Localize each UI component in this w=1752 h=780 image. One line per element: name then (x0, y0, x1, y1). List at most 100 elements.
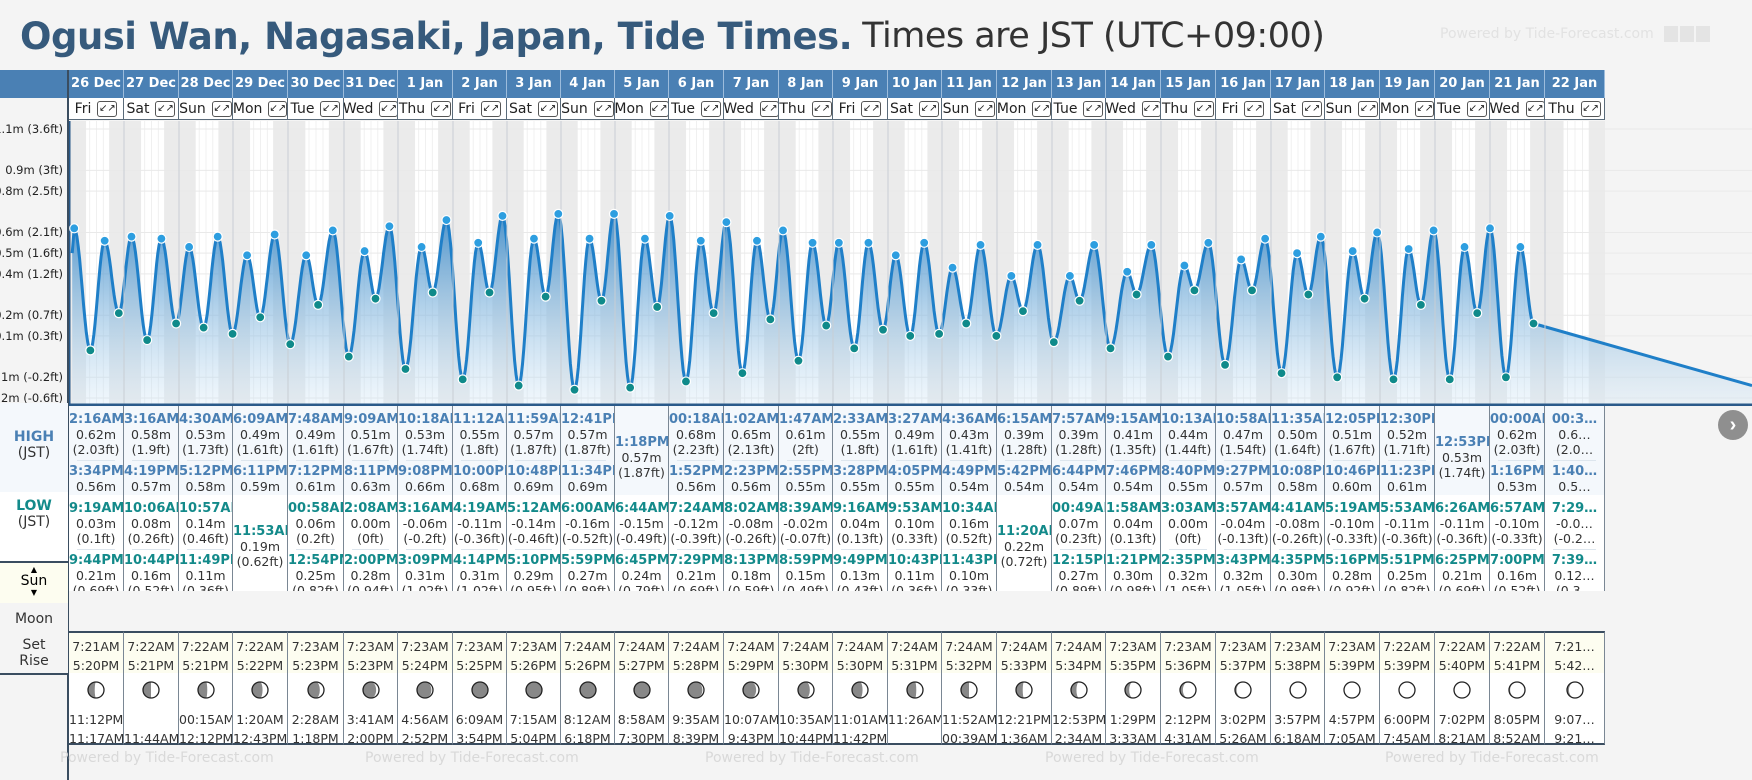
low-tide-point[interactable] (1189, 285, 1200, 296)
day-date-header[interactable]: 22 Jan (1545, 70, 1605, 98)
high-tide-point[interactable] (919, 237, 930, 248)
high-tide-point[interactable] (473, 237, 484, 248)
high-tide-point[interactable] (1428, 225, 1439, 236)
high-tide-point[interactable] (156, 233, 167, 244)
expand-day-button[interactable]: ↙↗ (593, 100, 614, 117)
low-tide-point[interactable] (1074, 295, 1085, 306)
expand-day-button[interactable]: ↙↗ (1580, 100, 1601, 117)
expand-day-button[interactable]: ↙↗ (537, 100, 558, 117)
low-tide-point[interactable] (457, 374, 468, 385)
day-date-header[interactable]: 4 Jan (561, 70, 615, 98)
expand-day-button[interactable]: ↙↗ (1194, 100, 1215, 117)
high-tide-point[interactable] (721, 217, 732, 228)
day-date-header[interactable]: 29 Dec (233, 70, 288, 98)
day-date-header[interactable]: 12 Jan (997, 70, 1052, 98)
day-date-header[interactable]: 8 Jan (779, 70, 833, 98)
high-tide-point[interactable] (777, 225, 789, 236)
low-tide-point[interactable] (513, 380, 524, 391)
low-tide-point[interactable] (427, 287, 438, 298)
expand-day-button[interactable]: ↙↗ (480, 100, 501, 117)
high-tide-point[interactable] (1291, 248, 1303, 259)
high-tide-point[interactable] (1032, 239, 1043, 250)
low-tide-point[interactable] (569, 384, 580, 395)
expand-day-button[interactable]: ↙↗ (1141, 100, 1160, 117)
low-tide-point[interactable] (680, 376, 692, 387)
high-tide-point[interactable] (1347, 245, 1358, 257)
day-date-header[interactable]: 6 Jan (669, 70, 724, 98)
high-tide-point[interactable] (608, 208, 620, 219)
high-tide-point[interactable] (241, 250, 253, 261)
low-tide-point[interactable] (793, 355, 804, 366)
high-tide-point[interactable] (1484, 223, 1496, 234)
high-tide-point[interactable] (751, 235, 763, 246)
high-tide-point[interactable] (584, 233, 595, 244)
low-tide-point[interactable] (1472, 308, 1483, 319)
expand-day-button[interactable]: ↙↗ (320, 100, 341, 117)
day-date-header[interactable]: 31 Dec (344, 70, 398, 98)
high-tide-point[interactable] (528, 233, 540, 244)
high-tide-point[interactable] (1146, 239, 1157, 250)
high-tide-point[interactable] (497, 210, 508, 222)
low-tide-point[interactable] (1444, 374, 1455, 385)
high-tide-point[interactable] (947, 262, 958, 273)
day-date-header[interactable]: 2 Jan (453, 70, 507, 98)
day-date-header[interactable]: 30 Dec (288, 70, 344, 98)
expand-day-button[interactable]: ↙↗ (700, 100, 721, 117)
expand-day-button[interactable]: ↙↗ (1415, 100, 1434, 117)
high-tide-point[interactable] (833, 237, 844, 248)
high-tide-point[interactable] (863, 237, 874, 248)
low-tide-point[interactable] (991, 330, 1002, 342)
day-date-header[interactable]: 5 Jan (615, 70, 669, 98)
high-tide-point[interactable] (441, 214, 452, 226)
expand-day-button[interactable]: ↙↗ (1032, 100, 1051, 117)
low-tide-point[interactable] (1359, 293, 1370, 304)
low-tide-point[interactable] (400, 363, 411, 375)
high-tide-point[interactable] (269, 229, 280, 240)
expand-day-button[interactable]: ↙↗ (1358, 100, 1379, 117)
low-tide-point[interactable] (1162, 351, 1174, 362)
high-tide-point[interactable] (664, 210, 675, 222)
day-date-header[interactable]: 20 Jan (1435, 70, 1490, 98)
high-tide-point[interactable] (890, 250, 901, 261)
high-tide-point[interactable] (639, 233, 651, 244)
high-tide-point[interactable] (975, 239, 986, 250)
expand-day-button[interactable]: ↙↗ (97, 100, 118, 117)
low-tide-point[interactable] (1246, 285, 1258, 296)
expand-day-button[interactable]: ↙↗ (1525, 100, 1544, 117)
expand-day-button[interactable]: ↙↗ (211, 100, 232, 117)
low-tide-point[interactable] (198, 322, 209, 333)
low-tide-point[interactable] (227, 328, 238, 339)
high-tide-point[interactable] (1236, 254, 1247, 265)
low-tide-point[interactable] (1303, 289, 1314, 300)
day-date-header[interactable]: 11 Jan (942, 70, 997, 98)
day-date-header[interactable]: 14 Jan (1106, 70, 1161, 98)
day-date-header[interactable]: 27 Dec (124, 70, 179, 98)
low-tide-point[interactable] (821, 320, 832, 331)
high-tide-point[interactable] (327, 225, 338, 236)
low-tide-point[interactable] (737, 368, 748, 379)
high-tide-point[interactable] (1064, 270, 1075, 282)
high-tide-point[interactable] (1089, 239, 1100, 250)
day-date-header[interactable]: 10 Jan (888, 70, 942, 98)
high-tide-point[interactable] (1403, 243, 1414, 255)
day-date-header[interactable]: 1 Jan (398, 70, 453, 98)
low-tide-point[interactable] (765, 314, 776, 325)
expand-day-button[interactable]: ↙↗ (759, 100, 778, 117)
day-date-header[interactable]: 13 Jan (1052, 70, 1106, 98)
low-tide-point[interactable] (596, 295, 607, 306)
low-tide-point[interactable] (540, 291, 551, 302)
low-tide-point[interactable] (85, 345, 96, 356)
high-tide-point[interactable] (1372, 227, 1383, 238)
day-date-header[interactable]: 15 Jan (1161, 70, 1216, 98)
day-date-header[interactable]: 7 Jan (724, 70, 779, 98)
high-tide-point[interactable] (212, 231, 223, 242)
low-tide-point[interactable] (1131, 289, 1142, 300)
day-date-header[interactable]: 9 Jan (833, 70, 888, 98)
high-tide-point[interactable] (99, 235, 110, 246)
high-tide-point[interactable] (1459, 241, 1470, 253)
day-date-header[interactable]: 21 Jan (1490, 70, 1545, 98)
low-tide-point[interactable] (1048, 337, 1059, 348)
low-tide-point[interactable] (1500, 372, 1512, 383)
expand-day-button[interactable]: ↙↗ (431, 100, 452, 117)
high-tide-point[interactable] (416, 241, 427, 253)
